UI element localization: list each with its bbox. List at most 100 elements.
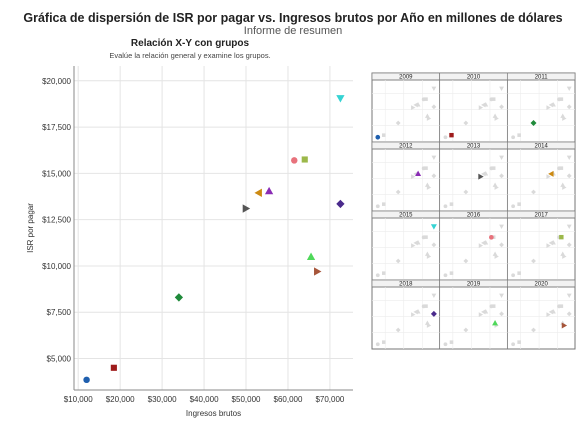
facet-context-point-2011 bbox=[395, 327, 401, 333]
facet-context-point-2015 bbox=[499, 293, 504, 299]
facet-context-point-2014 bbox=[548, 102, 554, 108]
facet-context-point-2014 bbox=[481, 309, 486, 315]
year-facet-grid: 2009 2010 2011 2012 2013 2014 2015 2016 2017 2018… bbox=[371, 72, 576, 350]
facet-context-point-2010 bbox=[517, 271, 521, 275]
facet-context-point-2009 bbox=[511, 204, 516, 209]
facet-context-point-2019 bbox=[424, 113, 430, 118]
y-tick-label: $17,500 bbox=[42, 123, 71, 132]
y-tick-label: $5,000 bbox=[47, 355, 72, 364]
facet-year-label: 2013 bbox=[467, 144, 481, 150]
facet-highlight-point-2020 bbox=[561, 322, 568, 329]
chart-subtitle: Informe de resumen bbox=[243, 25, 343, 37]
facet-context-point-2010 bbox=[517, 133, 521, 137]
facet-context-point-2010 bbox=[382, 202, 386, 206]
data-point-2019 bbox=[306, 252, 316, 261]
facet-context-point-2009 bbox=[375, 273, 380, 278]
facet-context-point-2020 bbox=[494, 185, 499, 190]
facet-highlight-point-2017 bbox=[559, 234, 564, 240]
facet-context-point-2010 bbox=[382, 133, 386, 137]
facet-context-point-2014 bbox=[481, 102, 486, 108]
x-axis-label: Ingresos brutos bbox=[186, 409, 241, 418]
facet-year-label: 2019 bbox=[467, 282, 481, 288]
facet-context-point-2011 bbox=[531, 258, 536, 264]
facet-highlight-point-2015 bbox=[430, 224, 437, 230]
facet-context-point-2019 bbox=[424, 320, 430, 325]
facet-highlight-point-2019 bbox=[492, 319, 499, 326]
facet-year-label: 2012 bbox=[399, 144, 413, 150]
facet-context-point-2020 bbox=[562, 185, 567, 190]
facet-context-point-2020 bbox=[494, 116, 499, 121]
data-point-2013 bbox=[242, 204, 251, 213]
facet-highlight-point-2011 bbox=[530, 120, 537, 126]
data-point-2017 bbox=[301, 156, 308, 163]
facet-context-point-2011 bbox=[531, 327, 536, 333]
facet-context-point-2018 bbox=[566, 104, 572, 110]
facet-context-point-2015 bbox=[431, 155, 437, 161]
facet-panel-2012: 2012 bbox=[371, 141, 441, 212]
facet-context-point-2013 bbox=[546, 312, 551, 318]
x-tick-label: $60,000 bbox=[274, 395, 303, 404]
facet-context-point-2019 bbox=[424, 251, 430, 256]
facet-context-point-2019 bbox=[560, 251, 566, 256]
facet-context-point-2009 bbox=[375, 204, 380, 209]
facet-highlight-point-2012 bbox=[415, 170, 422, 176]
facet-context-point-2009 bbox=[443, 342, 448, 347]
facet-context-point-2017 bbox=[424, 304, 428, 308]
facet-context-point-2011 bbox=[395, 258, 401, 264]
data-point-2015 bbox=[336, 95, 345, 103]
facet-context-point-2011 bbox=[463, 258, 469, 264]
facet-context-point-2010 bbox=[449, 202, 454, 206]
facet-context-point-2020 bbox=[426, 254, 432, 259]
facet-context-point-2020 bbox=[562, 116, 567, 121]
data-point-2018 bbox=[336, 199, 345, 209]
facet-context-point-2019 bbox=[424, 182, 430, 187]
facet-context-point-2017 bbox=[424, 235, 428, 239]
facet-context-point-2009 bbox=[511, 135, 516, 140]
y-tick-label: $20,000 bbox=[42, 77, 71, 86]
data-point-2010 bbox=[110, 364, 117, 371]
facet-context-point-2009 bbox=[443, 273, 448, 278]
facet-context-point-2011 bbox=[463, 120, 469, 126]
facet-highlight-point-2013 bbox=[478, 173, 484, 180]
facet-context-point-2015 bbox=[566, 224, 572, 230]
facet-year-label: 2010 bbox=[467, 75, 481, 81]
facet-context-point-2017 bbox=[424, 97, 428, 101]
facet-year-label: 2018 bbox=[399, 282, 413, 288]
facet-context-point-2017 bbox=[559, 304, 564, 308]
x-tick-label: $20,000 bbox=[106, 395, 135, 404]
x-tick-label: $30,000 bbox=[148, 395, 177, 404]
facet-context-point-2015 bbox=[499, 86, 504, 92]
facet-context-point-2010 bbox=[517, 202, 521, 206]
chart-main-title: Gráfica de dispersión de ISR por pagar v… bbox=[23, 11, 563, 25]
facet-context-point-2010 bbox=[382, 271, 386, 275]
facet-context-point-2018 bbox=[499, 311, 504, 317]
x-tick-label: $50,000 bbox=[232, 395, 261, 404]
facet-context-point-2018 bbox=[499, 242, 504, 248]
facet-context-point-2018 bbox=[566, 173, 572, 179]
facet-context-point-2009 bbox=[511, 273, 516, 278]
x-tick-label: $70,000 bbox=[315, 395, 344, 404]
y-tick-label: $10,000 bbox=[42, 262, 71, 271]
facet-context-point-2014 bbox=[548, 240, 554, 246]
data-point-2009 bbox=[83, 376, 90, 384]
data-point-2014 bbox=[254, 188, 262, 197]
facet-context-point-2010 bbox=[449, 271, 454, 275]
facet-context-point-2020 bbox=[562, 254, 567, 259]
facet-highlight-point-2014 bbox=[548, 170, 554, 177]
facet-context-point-2018 bbox=[431, 173, 437, 179]
facet-highlight-point-2009 bbox=[375, 134, 381, 140]
facet-year-label: 2017 bbox=[534, 213, 548, 219]
facet-context-point-2017 bbox=[491, 166, 496, 170]
facet-context-point-2020 bbox=[426, 185, 432, 190]
facet-highlight-point-2018 bbox=[430, 310, 437, 317]
facet-context-point-2010 bbox=[382, 340, 386, 344]
facet-context-point-2013 bbox=[411, 312, 416, 318]
facet-context-point-2013 bbox=[411, 174, 416, 180]
y-tick-label: $12,500 bbox=[42, 216, 71, 225]
facet-context-point-2009 bbox=[443, 135, 448, 140]
facet-context-point-2019 bbox=[492, 182, 498, 187]
panel-description: Evalúe la relación general y examine los… bbox=[109, 51, 271, 60]
facet-panel-2014: 2014 bbox=[506, 141, 576, 212]
facet-context-point-2013 bbox=[411, 243, 416, 249]
facet-context-point-2011 bbox=[395, 120, 401, 126]
